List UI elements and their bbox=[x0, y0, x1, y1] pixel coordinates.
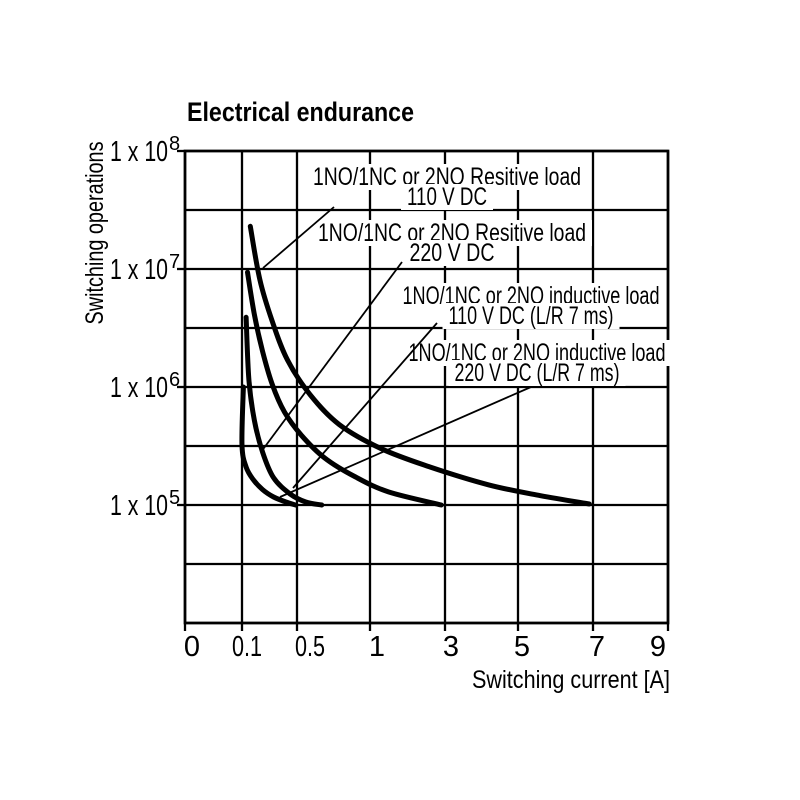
x-tick-label: 7 bbox=[589, 631, 605, 663]
x-tick-label: 1 bbox=[369, 631, 385, 663]
y-tick-labels: 1 x 108 1 x 107 1 x 106 1 x 105 bbox=[110, 133, 180, 522]
curve-inductive-load-220v-dc bbox=[239, 384, 299, 508]
x-tick-label: 0.1 bbox=[232, 631, 262, 663]
label-mask bbox=[401, 184, 493, 210]
series-label-line: 220 V DC bbox=[410, 239, 495, 267]
x-axis-title: Switching current [A] bbox=[472, 666, 670, 694]
curve-inductive-load-110v-dc bbox=[243, 314, 325, 508]
series-label-line: 110 V DC bbox=[407, 183, 487, 211]
y-tick-label: 1 x 108 bbox=[110, 133, 180, 168]
label-mask bbox=[442, 303, 620, 329]
y-axis-title: Switching operations bbox=[81, 142, 109, 325]
callout-lines bbox=[260, 206, 532, 498]
label-mask bbox=[448, 360, 626, 386]
callout-line bbox=[292, 322, 438, 489]
y-tick-label: 1 x 105 bbox=[110, 487, 180, 522]
callout-line bbox=[262, 206, 335, 269]
callout-line bbox=[260, 261, 403, 453]
y-tick-label: 1 x 106 bbox=[110, 369, 180, 404]
x-tick-labels: 0 0.1 0.5 1 3 5 7 9 bbox=[184, 631, 666, 663]
y-tick-label: 1 x 107 bbox=[110, 251, 180, 286]
series-label-line: 110 V DC (L/R 7 ms) bbox=[449, 302, 614, 330]
x-tick-label: 3 bbox=[443, 631, 459, 663]
grid-layer bbox=[177, 149, 670, 631]
chart-title: Electrical endurance bbox=[187, 97, 414, 127]
x-tick-label: 9 bbox=[650, 631, 666, 663]
curves bbox=[239, 223, 592, 508]
curve-resistive-load-220v-dc bbox=[245, 269, 444, 508]
callout-line bbox=[279, 386, 532, 498]
plot-border bbox=[183, 149, 670, 625]
x-tick-label: 0.5 bbox=[295, 631, 325, 663]
series-label-line: 220 V DC (L/R 7 ms) bbox=[455, 359, 620, 387]
curve-resistive-load-110v-dc bbox=[247, 223, 592, 507]
x-tick-label: 5 bbox=[514, 631, 530, 663]
label-mask bbox=[403, 240, 501, 266]
x-tick-label: 0 bbox=[184, 631, 200, 663]
